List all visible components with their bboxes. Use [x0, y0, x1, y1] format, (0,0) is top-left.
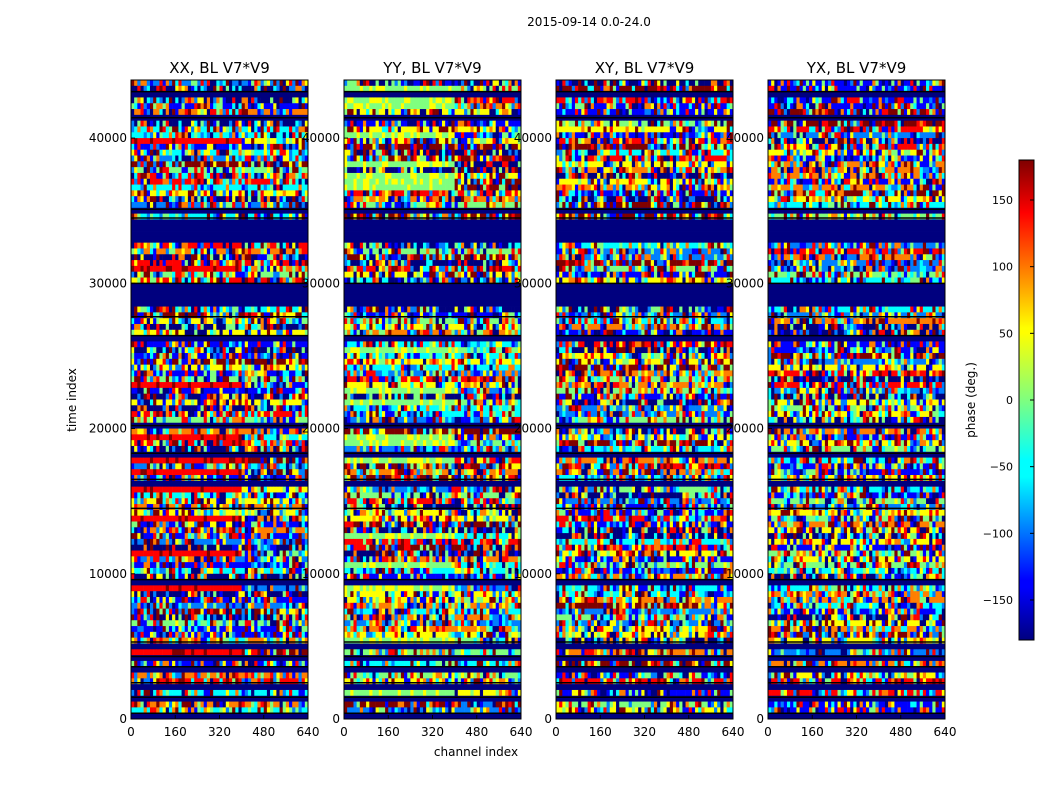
- x-tick-label: 640: [297, 725, 320, 739]
- y-tick-label: 30000: [726, 276, 764, 290]
- colorbar-ticks: −150 −100 −50 0 50 100 150: [983, 194, 1034, 607]
- colorbar: −150 −100 −50 0 50 100 150 phase (deg.): [964, 159, 1035, 641]
- panel-title: YX, BL V7*V9: [806, 59, 907, 77]
- x-tick-label: 480: [677, 725, 700, 739]
- y-tick-label: 30000: [89, 276, 127, 290]
- x-tick-label: 0: [552, 725, 560, 739]
- colorbar-tick-label: 150: [992, 194, 1013, 207]
- colorbar-tick-label: 50: [999, 327, 1013, 340]
- x-tick-label: 480: [889, 725, 912, 739]
- colorbar-tick-label: −150: [983, 594, 1013, 607]
- heatmap-cells: [556, 80, 734, 720]
- x-tick-label: 320: [633, 725, 656, 739]
- y-tick-label: 30000: [514, 276, 552, 290]
- x-tick-label: 0: [764, 725, 772, 739]
- heatmap-cells: [131, 80, 309, 720]
- y-axis-label: time index: [65, 368, 79, 432]
- x-tick-label: 320: [421, 725, 444, 739]
- x-tick-label: 480: [252, 725, 275, 739]
- panel-xx: XX, BL V7*V9 0 160 320 480 640 0 10000 20000 3000…: [89, 59, 320, 739]
- y-tick-label: 20000: [89, 422, 127, 436]
- y-tick-label: 40000: [726, 131, 764, 145]
- y-tick-label: 40000: [514, 131, 552, 145]
- x-tick-label: 0: [340, 725, 348, 739]
- colorbar-tick-label: 100: [992, 261, 1013, 274]
- panel-title: YY, BL V7*V9: [382, 59, 481, 77]
- x-tick-label: 160: [377, 725, 400, 739]
- x-tick-label: 640: [510, 725, 533, 739]
- y-tick-label: 10000: [726, 567, 764, 581]
- colorbar-tick-label: −50: [990, 461, 1013, 474]
- y-tick-label: 20000: [302, 422, 340, 436]
- x-tick-label: 640: [722, 725, 745, 739]
- panel-yy: YY, BL V7*V9 0 160 320 480 640 0 10000 20000 3000…: [302, 59, 533, 739]
- x-tick-label: 160: [589, 725, 612, 739]
- colorbar-tick-label: −100: [983, 527, 1013, 540]
- x-tick-label: 0: [127, 725, 135, 739]
- y-tick-label: 10000: [89, 567, 127, 581]
- x-tick-label: 160: [164, 725, 187, 739]
- y-tick-label: 0: [756, 712, 764, 726]
- colorbar-label: phase (deg.): [964, 362, 978, 438]
- x-tick-label: 320: [845, 725, 868, 739]
- y-tick-label: 0: [119, 712, 127, 726]
- y-tick-label: 40000: [89, 131, 127, 145]
- y-tick-label: 20000: [726, 422, 764, 436]
- panel-title: XY, BL V7*V9: [595, 59, 695, 77]
- y-tick-label: 30000: [302, 276, 340, 290]
- y-tick-label: 0: [544, 712, 552, 726]
- x-tick-label: 640: [934, 725, 957, 739]
- y-tick-label: 40000: [302, 131, 340, 145]
- heatmap-panels: XX, BL V7*V9 0 160 320 480 640 0 10000 20000 3000…: [89, 59, 957, 739]
- x-axis-label: channel index: [434, 745, 518, 759]
- panel-title: XX, BL V7*V9: [169, 59, 270, 77]
- panel-yx: YX, BL V7*V9 0 160 320 480 640 0 10000 20000 3000…: [726, 59, 957, 739]
- figure-title: 2015-09-14 0.0-24.0: [527, 15, 651, 29]
- x-tick-label: 320: [208, 725, 231, 739]
- x-tick-label: 480: [465, 725, 488, 739]
- y-tick-label: 10000: [514, 567, 552, 581]
- y-tick-label: 0: [332, 712, 340, 726]
- x-tick-label: 160: [801, 725, 824, 739]
- y-tick-label: 10000: [302, 567, 340, 581]
- y-tick-label: 20000: [514, 422, 552, 436]
- colorbar-tick-label: 0: [1006, 394, 1013, 407]
- panel-xy: XY, BL V7*V9 0 160 320 480 640 0 10000 20000 3000…: [514, 59, 745, 739]
- heatmap-cells: [768, 80, 946, 720]
- heatmap-cells: [344, 80, 522, 720]
